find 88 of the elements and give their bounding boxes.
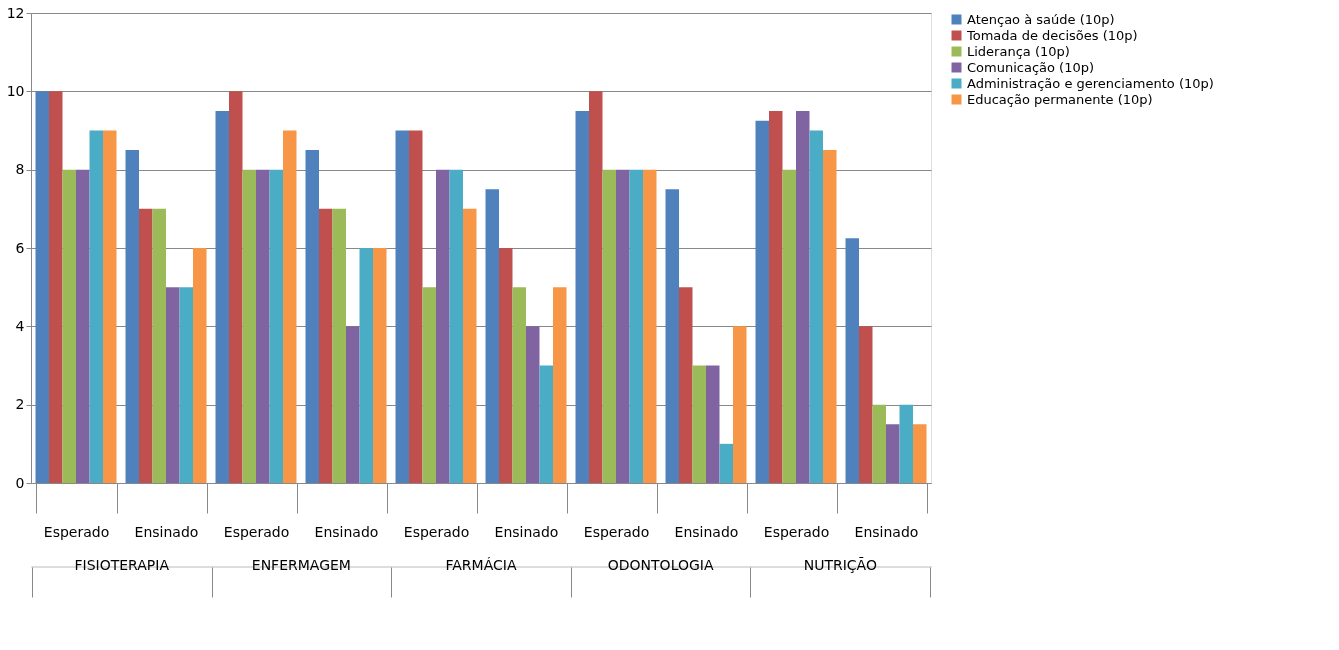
- bar: [823, 150, 837, 483]
- bar: [215, 110, 229, 483]
- bar: [845, 238, 859, 483]
- bar: [859, 326, 873, 483]
- bar: [395, 130, 409, 483]
- y-tick-label: 8: [15, 161, 25, 178]
- bar: [449, 169, 463, 483]
- bar: [463, 208, 477, 483]
- bar: [346, 326, 360, 483]
- bar: [152, 208, 166, 483]
- y-tick-label: 10: [6, 82, 25, 99]
- x-tick-label: Ensinado: [314, 523, 379, 540]
- text: NUTRIÇÃO: [803, 557, 877, 573]
- bar: [62, 169, 76, 483]
- bar: [899, 404, 913, 483]
- bar: [575, 110, 589, 483]
- bar: [76, 169, 90, 483]
- bar: [553, 287, 567, 483]
- legend-label: Educação permanente (10p): [967, 91, 1153, 107]
- x-tick-label: Esperado: [43, 523, 110, 540]
- bar: [692, 365, 706, 483]
- bar: [796, 110, 810, 483]
- bar: [436, 169, 450, 483]
- bar: [629, 169, 643, 483]
- legend-label: Atençao à saúde (10p): [967, 11, 1115, 27]
- bar: [332, 208, 346, 483]
- bar: [283, 130, 297, 483]
- bar: [872, 404, 886, 483]
- x-tick-label: Ensinado: [134, 523, 199, 540]
- bar: [539, 365, 553, 483]
- x-tick-label: Esperado: [403, 523, 470, 540]
- bar: [229, 91, 243, 483]
- bar: [485, 189, 499, 483]
- y-tick-label: 0: [15, 474, 25, 491]
- bar: [373, 248, 387, 483]
- bar: [49, 91, 63, 483]
- x-tick-label: Esperado: [763, 523, 830, 540]
- x-tick-label: Ensinado: [674, 523, 739, 540]
- bar: [35, 91, 49, 483]
- x-tick-label: Ensinado: [494, 523, 559, 540]
- bar: [809, 130, 823, 483]
- text: ENFERMAGEM: [251, 557, 351, 573]
- bar: [602, 169, 616, 483]
- bar: [139, 208, 153, 483]
- bar: [526, 326, 540, 483]
- bar: [359, 248, 373, 483]
- y-tick-label: 2: [15, 396, 25, 413]
- bar: [256, 169, 270, 483]
- bar: [733, 326, 747, 483]
- x-tick-label: Ensinado: [854, 523, 919, 540]
- bar: [755, 120, 769, 483]
- bar: [319, 208, 333, 483]
- legend-label: Tomada de decisões (10p): [966, 27, 1138, 43]
- bar: [422, 287, 436, 483]
- text: ODONTOLOGIA: [607, 557, 714, 573]
- bar: [125, 150, 139, 483]
- x-tick-label: Esperado: [223, 523, 290, 540]
- bar: [409, 130, 423, 483]
- y-tick-label: 6: [15, 239, 25, 256]
- bar: [706, 365, 720, 483]
- bar: [179, 287, 193, 483]
- bar: [89, 130, 103, 483]
- text: FISIOTERAPIA: [74, 557, 170, 573]
- bar: [782, 169, 796, 483]
- bar: [913, 424, 927, 483]
- y-tick-label: 4: [15, 317, 25, 334]
- bar: [679, 287, 693, 483]
- bar: [242, 169, 256, 483]
- bar: [665, 189, 679, 483]
- bar: [499, 248, 513, 483]
- legend-label: Liderança (10p): [967, 43, 1070, 59]
- legend-label: Comunicação (10p): [967, 59, 1095, 75]
- y-tick-label: 12: [6, 4, 25, 21]
- text: FARMÁCIA: [445, 557, 517, 573]
- bar: [643, 169, 657, 483]
- bar: [719, 443, 733, 483]
- bar: [166, 287, 180, 483]
- bar: [769, 110, 783, 483]
- bar: [616, 169, 630, 483]
- bar: [305, 150, 319, 483]
- bar: [103, 130, 117, 483]
- bar: [269, 169, 283, 483]
- bar: [589, 91, 603, 483]
- legend-label: Administração e gerenciamento (10p): [967, 75, 1214, 91]
- bar: [886, 424, 900, 483]
- bar: [512, 287, 526, 483]
- x-tick-label: Esperado: [583, 523, 650, 540]
- bar: [193, 248, 207, 483]
